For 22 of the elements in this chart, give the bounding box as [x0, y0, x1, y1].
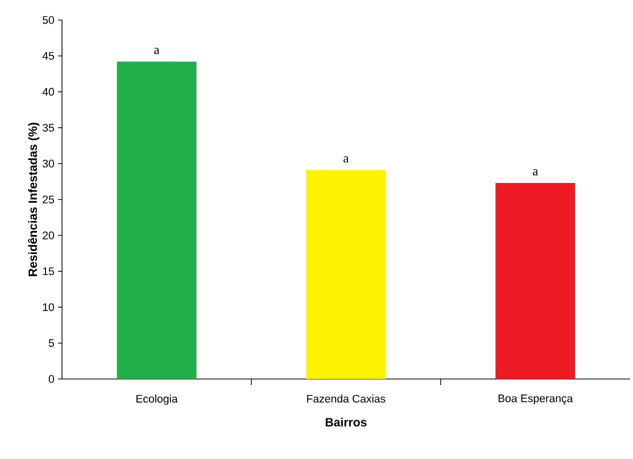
- y-tick-label: 10: [43, 303, 54, 312]
- bar: [496, 182, 576, 379]
- y-tick-label: 5: [48, 339, 54, 347]
- y-tick-label: 45: [42, 52, 54, 60]
- y-tick-label: 15: [43, 267, 54, 276]
- annotation: a: [344, 156, 349, 163]
- x-axis-title: Bairros: [326, 418, 367, 426]
- y-tick-label: 30: [42, 160, 54, 168]
- bar: [116, 62, 196, 379]
- y-tick-label: 25: [42, 196, 54, 204]
- y-tick-label: 40: [42, 88, 54, 96]
- x-tick-label: Ecologia: [136, 394, 178, 405]
- x-tick-label: Fazenda Caxias: [307, 394, 386, 403]
- y-tick-label: 35: [42, 124, 54, 132]
- bar: [306, 170, 386, 379]
- annotation: a: [532, 169, 538, 176]
- y-tick-label: 20: [42, 232, 54, 240]
- x-tick-label: Boa Esperança: [498, 394, 573, 404]
- y-tick-label: 50: [42, 16, 54, 24]
- y-axis-title: Residências Infestadas (%): [28, 122, 40, 276]
- y-tick-label: 0: [48, 375, 54, 383]
- annotation: a: [154, 48, 160, 54]
